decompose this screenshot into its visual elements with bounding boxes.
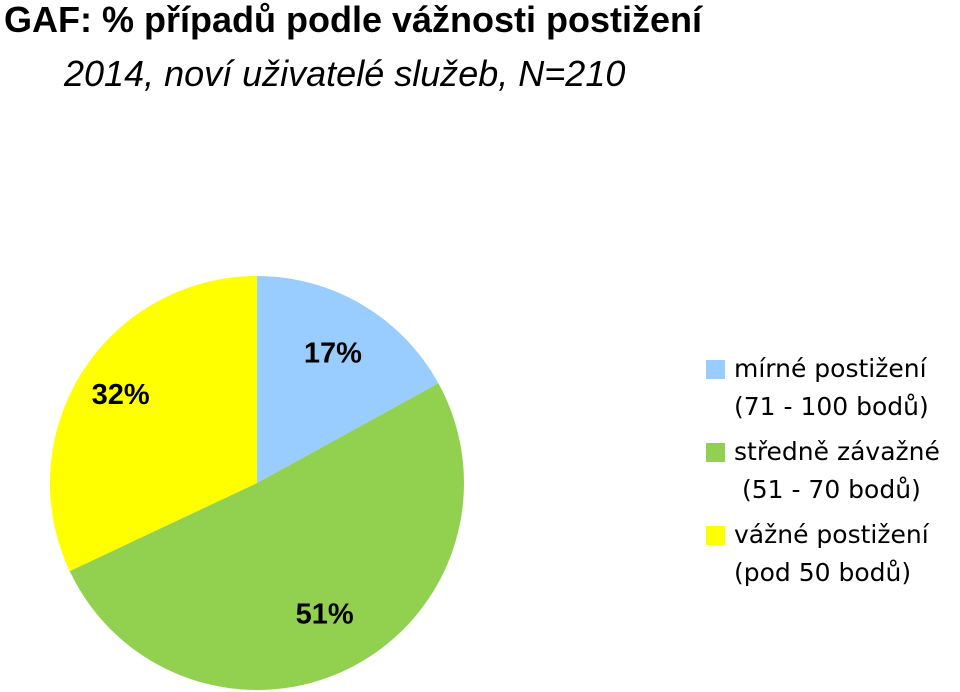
pie-slices [49, 276, 465, 691]
legend-item-severe: vážné postižení (pod 50 bodů) [706, 516, 960, 592]
legend-label-severe-line-1: vážné postižení [734, 520, 929, 549]
legend-item-moderate: středně závažné (51 - 70 bodů) [706, 433, 960, 509]
pie-label-moderate: 51% [296, 598, 354, 630]
chart-subtitle: 2014, noví uživatelé služeb, N=210 [64, 53, 626, 94]
legend-label-moderate-line-2: (51 - 70 bodů) [734, 475, 921, 504]
legend-item-mild: mírné postižení (71 - 100 bodů) [706, 350, 960, 426]
pie-label-mild: 17% [304, 337, 362, 369]
pie-slice-moderate [69, 383, 465, 691]
pie-label-severe: 32% [92, 379, 150, 411]
pie-slice-mild [257, 276, 439, 483]
pie-labels: 17% 51% 32% [92, 337, 362, 630]
legend-label-mild-line-1: mírné postižení [734, 354, 927, 383]
legend-label-severe-line-2: (pod 50 bodů) [734, 558, 912, 587]
pie-slice-severe [49, 276, 258, 572]
legend-swatch-mild [706, 360, 725, 379]
legend-label-mild-line-2: (71 - 100 bodů) [734, 392, 929, 421]
legend-label-moderate-line-1: středně závažné [734, 437, 940, 466]
chart-title: GAF: % případů podle vážnosti postižení [4, 0, 703, 40]
chart-legend: mírné postižení (71 - 100 bodů) středně … [706, 350, 960, 599]
legend-swatch-severe [706, 526, 725, 545]
legend-swatch-moderate [706, 443, 725, 462]
